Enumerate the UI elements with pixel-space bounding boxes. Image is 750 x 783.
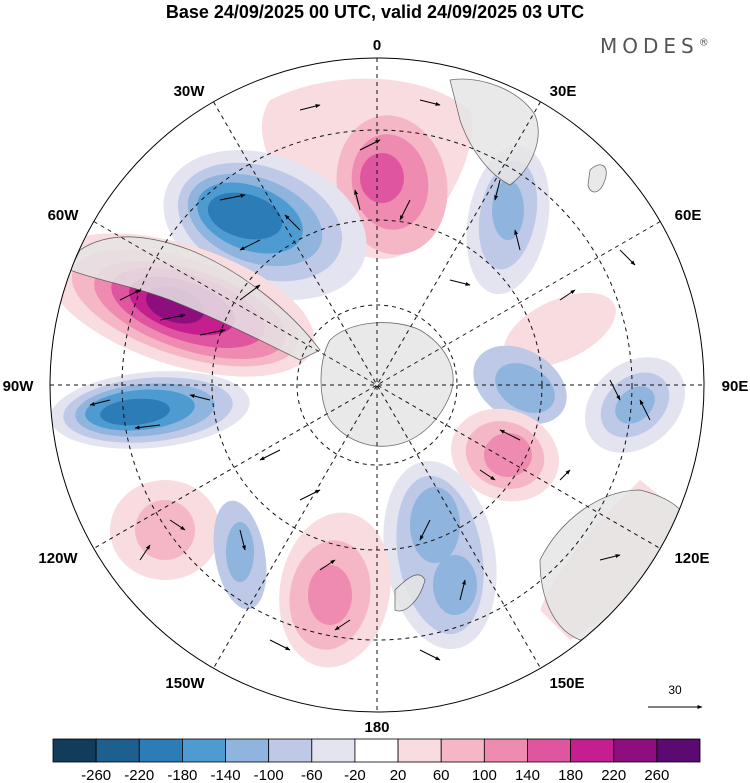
colorbar-tick-label: -180 (167, 767, 197, 783)
lon-label-60e: 60E (675, 207, 702, 224)
lon-label-90w: 90W (3, 378, 35, 395)
colorbar-swatch (483, 738, 528, 763)
colorbar-tick-label: -140 (211, 767, 241, 783)
lon-label-30e: 30E (550, 83, 577, 100)
colorbar-swatch (570, 738, 615, 763)
lat-lon-grid (50, 58, 704, 712)
colorbar-swatch (95, 738, 140, 763)
colorbar-tick-label: -20 (344, 767, 366, 783)
colorbar-swatch (527, 738, 572, 763)
lon-label-60w: 60W (48, 207, 80, 224)
colorbar-tick-label: 220 (601, 767, 626, 783)
colorbar-tick-label: 140 (515, 767, 540, 783)
colorbar-swatch (354, 738, 399, 763)
colorbar-swatch (181, 738, 226, 763)
map-title: Base 24/09/2025 00 UTC, valid 24/09/2025… (165, 2, 585, 22)
colorbar-swatch (397, 738, 442, 763)
colorbar-tick-label: 100 (472, 767, 497, 783)
colorbar-tick-label: 20 (390, 767, 407, 783)
colorbar-tick-label: -60 (301, 767, 323, 783)
colorbar-swatch (225, 738, 270, 763)
brand-logo: MODES® (600, 34, 709, 58)
colorbar-tick-label: -260 (81, 767, 111, 783)
vector-reference: 30 (648, 683, 703, 709)
colorbar (52, 738, 701, 763)
colorbar-swatch (138, 738, 183, 763)
colorbar-swatch (311, 738, 356, 763)
colorbar-tick-label: -100 (254, 767, 284, 783)
colorbar-swatch (613, 738, 658, 763)
lon-label-120e: 120E (674, 550, 709, 567)
land-masses (69, 78, 693, 641)
longitude-labels: 0 30E 60E 90E 120E 150E 180 150W 120W 90… (3, 37, 749, 736)
lon-label-180: 180 (364, 719, 389, 736)
map-disk (50, 58, 704, 712)
colorbar-swatch (440, 738, 485, 763)
colorbar-swatch (52, 738, 97, 763)
lon-label-30w: 30W (174, 83, 206, 100)
lon-label-150w: 150W (165, 675, 205, 692)
wind-vectors (89, 99, 651, 661)
colorbar-tick-label: 180 (558, 767, 583, 783)
colorbar-swatch (268, 738, 313, 763)
lon-label-150e: 150E (549, 675, 584, 692)
vector-reference-value: 30 (668, 683, 682, 697)
lon-label-90e: 90E (722, 378, 749, 395)
colorbar-labels: -260 -220 -180 -140 -100 -60 -20 20 60 100 140 180 2… (81, 767, 669, 783)
colorbar-tick-label: 60 (433, 767, 450, 783)
colorbar-tick-label: 260 (644, 767, 669, 783)
colorbar-swatch (656, 738, 701, 763)
lon-label-0: 0 (373, 37, 381, 54)
colorbar-tick-label: -220 (124, 767, 154, 783)
lon-label-120w: 120W (38, 550, 78, 567)
map-boundary (49, 57, 705, 713)
